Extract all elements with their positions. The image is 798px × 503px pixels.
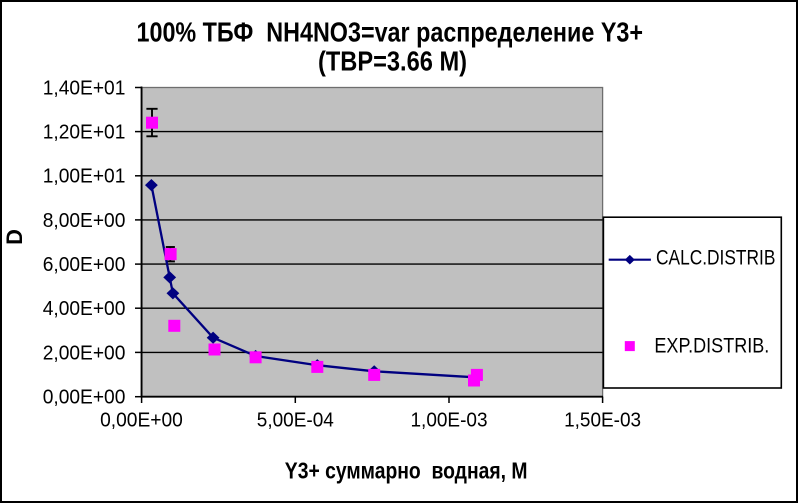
svg-text:Y3+ суммарно водная, М: Y3+ суммарно водная, М	[285, 458, 528, 484]
svg-text:D: D	[2, 229, 27, 245]
svg-text:1,40E+01: 1,40E+01	[43, 77, 126, 99]
svg-text:2,00E+00: 2,00E+00	[43, 342, 126, 364]
svg-text:8,00E+00: 8,00E+00	[43, 210, 126, 232]
svg-text:1,20E+01: 1,20E+01	[43, 122, 126, 144]
svg-text:6,00E+00: 6,00E+00	[43, 254, 126, 276]
svg-text:0,00E+00: 0,00E+00	[43, 387, 126, 409]
svg-text:1,00E-03: 1,00E-03	[411, 410, 488, 432]
svg-text:4,00E+00: 4,00E+00	[43, 298, 126, 320]
svg-text:(TBP=3.66 М): (TBP=3.66 М)	[318, 46, 467, 77]
svg-text:EXP.DISTRIB.: EXP.DISTRIB.	[654, 335, 769, 358]
svg-text:CALC.DISTRIB: CALC.DISTRIB	[656, 247, 775, 270]
svg-text:1,50E-03: 1,50E-03	[564, 410, 641, 432]
svg-text:1,00E+01: 1,00E+01	[43, 166, 126, 188]
svg-text:100% ТБФ NH4NO3=var распредел: 100% ТБФ NH4NO3=var распределение Y3+	[137, 17, 644, 48]
svg-text:5,00E-04: 5,00E-04	[257, 410, 334, 432]
svg-text:0,00E+00: 0,00E+00	[100, 410, 183, 432]
